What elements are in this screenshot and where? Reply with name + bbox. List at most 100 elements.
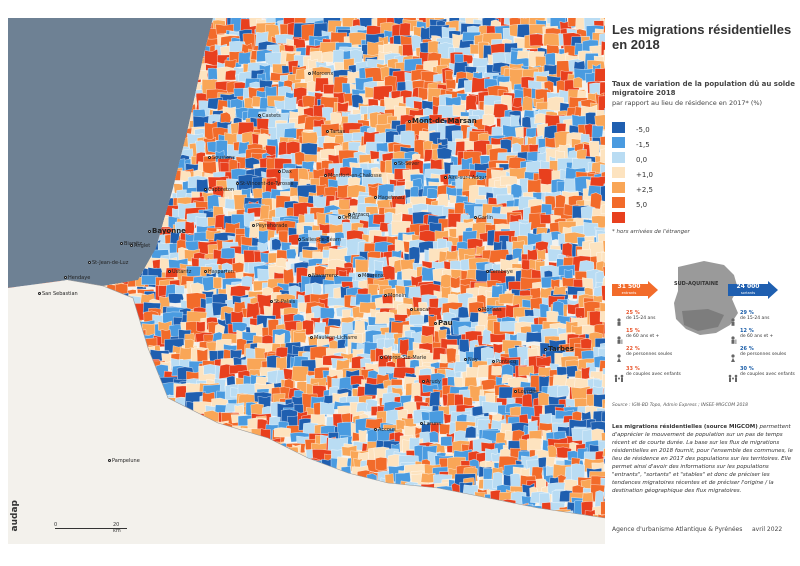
legend-class: -1,5	[612, 135, 682, 150]
incoming-stat: 15 % de 60 ans et +	[626, 328, 660, 340]
footer-date: avril 2022	[752, 526, 783, 533]
legend-label: -5,0	[636, 126, 650, 134]
city-label: Capbreton	[204, 188, 234, 193]
city-label: Lescar	[410, 308, 430, 313]
city-dot-icon	[384, 294, 387, 297]
city-label: Ustaritz	[168, 270, 191, 275]
city-dot-icon	[374, 428, 377, 431]
city-label: Nay	[464, 358, 478, 363]
city-label: Salies-de-Béarn	[298, 238, 341, 243]
person-icon	[614, 311, 624, 326]
city-label: Morlaàs	[478, 308, 502, 313]
city-dot-icon	[120, 242, 123, 245]
person-icon	[728, 311, 738, 326]
city-label: Oloron-Ste-Marie	[380, 356, 426, 361]
city-label: Pontacq	[492, 360, 516, 365]
city-label: Mourenx	[358, 274, 384, 279]
city-label: Montfort-en-Chalosse	[324, 174, 382, 179]
city-label: Accous	[374, 428, 396, 433]
elder-icon	[728, 329, 738, 344]
city-label: Hagetmau	[374, 196, 404, 201]
city-dot-icon	[338, 216, 341, 219]
city-dot-icon	[486, 270, 489, 273]
city-dot-icon	[474, 216, 477, 219]
incoming-sub: entrants	[621, 291, 637, 295]
city-dot-icon	[444, 176, 447, 179]
city-dot-icon	[408, 119, 411, 123]
city-dot-icon	[308, 72, 311, 75]
city-dot-icon	[108, 459, 111, 462]
city-dot-icon	[544, 347, 547, 351]
region-inset-map	[674, 261, 738, 335]
city-label: Biarritz	[120, 242, 142, 247]
city-label: Bayonne	[148, 228, 186, 235]
family-icon	[728, 367, 738, 382]
legend-unit: par rapport au lieu de résidence en 2017…	[612, 99, 763, 107]
city-label: Arudy	[422, 380, 441, 385]
legend-swatch	[612, 122, 625, 133]
incoming-stat: 25 % de 15-24 ans	[626, 310, 656, 322]
city-label: Morcenx	[308, 72, 333, 77]
city-label: Lembeye	[486, 270, 513, 275]
outgoing-value: 24 000	[736, 283, 760, 290]
city-label: Castets	[258, 114, 281, 119]
city-dot-icon	[310, 336, 313, 339]
scale-bar: 0 20 km	[54, 522, 127, 534]
legend-label: +2,5	[636, 186, 653, 194]
city-label: St-Palais	[270, 300, 295, 305]
description: Les migrations résidentielles (source MI…	[612, 424, 793, 494]
city-label: St-Sever	[394, 162, 419, 167]
outgoing-stat: 29 % de 15-24 ans	[740, 310, 770, 322]
city-dot-icon	[168, 270, 171, 273]
legend-class: +1,0	[612, 165, 682, 180]
city-dot-icon	[478, 308, 481, 311]
city-label: Hasparren	[204, 270, 234, 275]
city-label: Peyrehorade	[252, 224, 288, 229]
city-dot-icon	[88, 261, 91, 264]
city-dot-icon	[410, 308, 413, 311]
city-label: Mont-de-Marsan	[408, 118, 477, 125]
legend-class: -5,0	[612, 120, 682, 135]
city-dot-icon	[374, 196, 377, 199]
incoming-stat: 22 % de personnes seules	[626, 346, 673, 358]
city-dot-icon	[308, 274, 311, 277]
city-dot-icon	[204, 188, 207, 191]
legend-swatch	[612, 197, 625, 208]
city-label: St-Vincent-de-Tyrosse	[236, 182, 293, 187]
city-dot-icon	[298, 238, 301, 241]
ocean	[8, 18, 213, 288]
city-label: Dax	[278, 170, 292, 175]
legend-class	[612, 210, 682, 225]
outgoing-sub: sortants	[740, 291, 756, 295]
city-dot-icon	[236, 182, 239, 185]
city-dot-icon	[38, 292, 41, 295]
city-label: Hendaye	[64, 276, 90, 281]
city-label: Soustons	[208, 156, 235, 161]
city-label: St-Jean-de-Luz	[88, 261, 128, 266]
city-dot-icon	[394, 162, 397, 165]
city-dot-icon	[148, 229, 151, 233]
city-dot-icon	[252, 224, 255, 227]
page-title: Les migrations résidentielles en 2018	[612, 22, 792, 52]
city-label: San Sebastian	[38, 292, 78, 297]
city-label: Orthez	[338, 216, 359, 221]
outgoing-stat: 26 % de personnes seules	[740, 346, 787, 358]
outgoing-stat: 12 % de 60 ans et +	[740, 328, 774, 340]
footer-agency: Agence d'urbanisme Atlantique & Pyrénées	[612, 526, 743, 533]
migration-flows: SUD-AQUITAINE 31 500 entrants 24 000 sor…	[612, 253, 798, 388]
city-dot-icon	[324, 174, 327, 177]
legend-swatch	[612, 182, 625, 193]
city-dot-icon	[278, 170, 281, 173]
source: Source : IGN-BD Topo, Admin Express ; IN…	[612, 403, 749, 408]
city-dot-icon	[358, 274, 361, 277]
outgoing-arrow: 24 000 sortants	[728, 281, 778, 299]
scale-end: 20 km	[113, 522, 121, 534]
legend-class: +2,5	[612, 180, 682, 195]
single-person-icon	[614, 347, 624, 362]
scale-start: 0	[54, 522, 58, 528]
legend-class: 5,0	[612, 195, 682, 210]
legend-label: 5,0	[636, 201, 648, 209]
legend-swatch	[612, 167, 625, 178]
elder-icon	[614, 329, 624, 344]
audap-logo: audap	[10, 500, 20, 532]
